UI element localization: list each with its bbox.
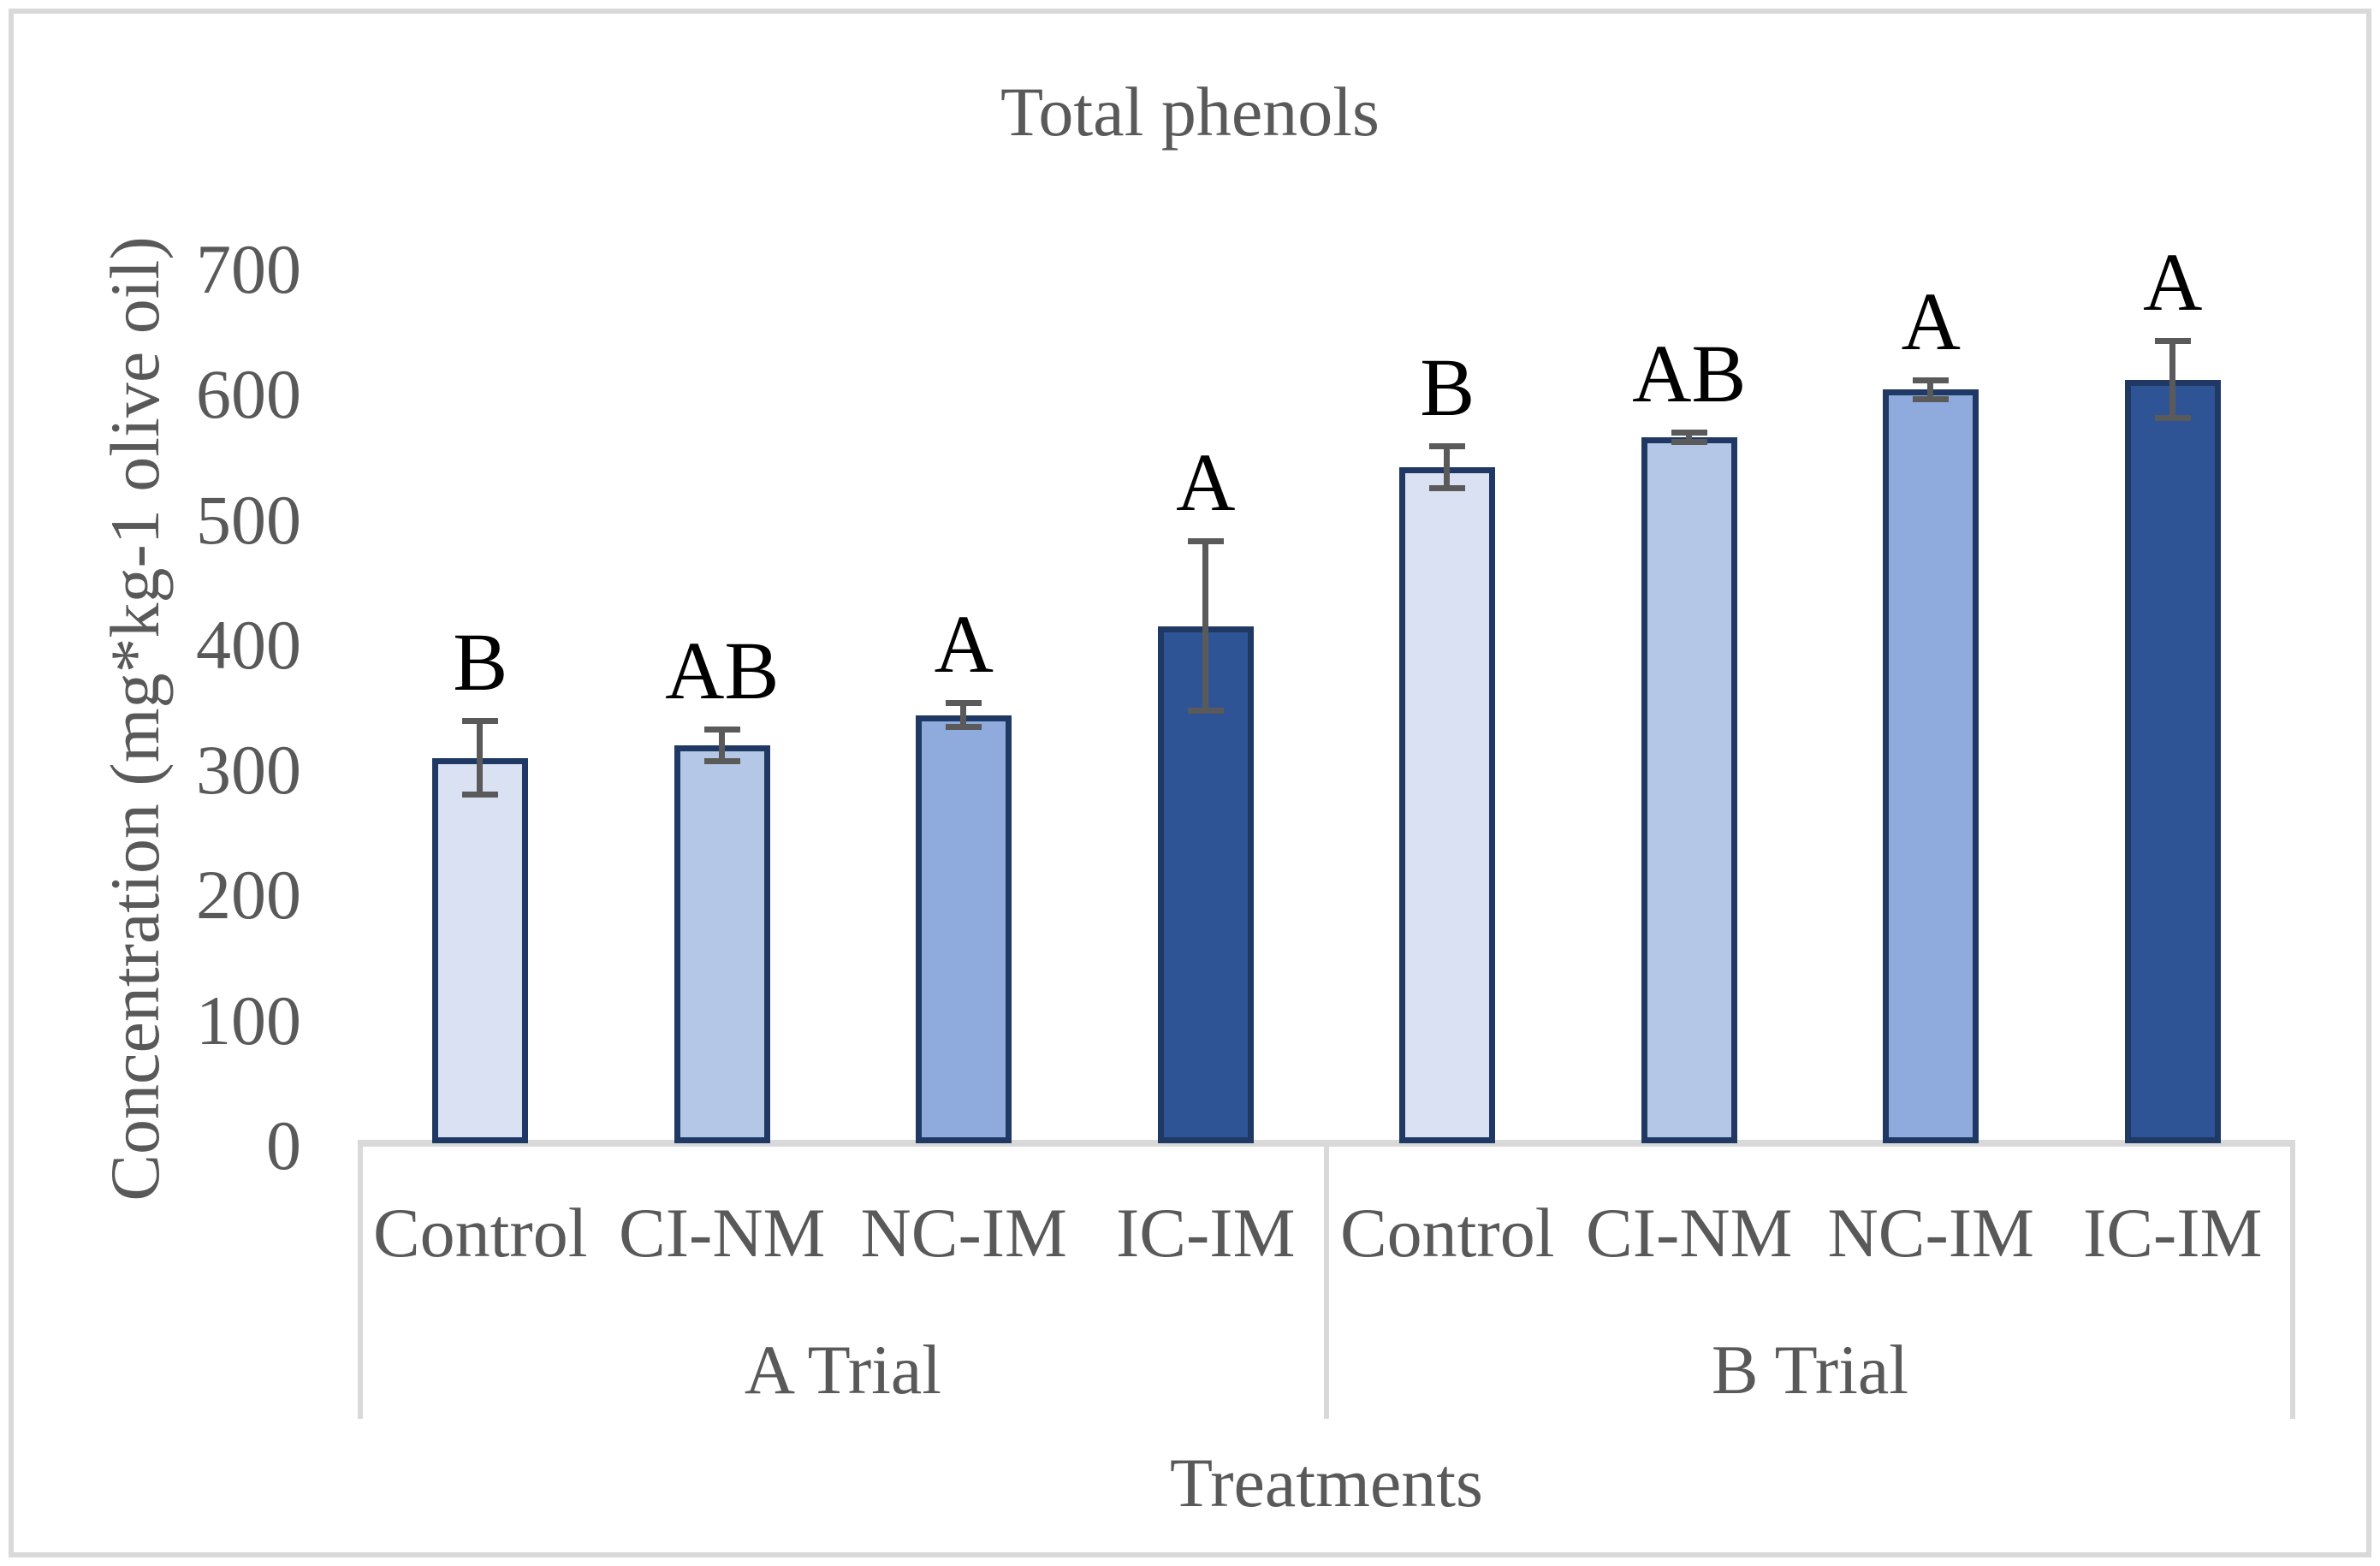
x-category-label-b-trial-ic-im: IC-IM [2082, 1194, 2263, 1272]
sig-letter-b-trial-control: B [1420, 341, 1475, 433]
y-tick-label-600: 600 [196, 355, 301, 433]
x-axis-title: Treatments [1170, 1444, 1483, 1522]
error-bar-b-trial-ic-im-bottom-cap [2154, 415, 2191, 421]
y-tick-label-0: 0 [266, 1106, 301, 1184]
table-left-line [358, 1147, 363, 1419]
x-category-label-a-trial-control: Control [372, 1194, 588, 1272]
table-right-line [2290, 1147, 2295, 1419]
error-bar-a-trial-control-bottom-cap [462, 792, 499, 798]
y-tick-label-500: 500 [196, 481, 301, 559]
bar-b-trial-ci-nm [1641, 437, 1737, 1143]
error-bar-a-trial-control [477, 721, 484, 795]
trial-group-label-a-trial: A Trial [744, 1331, 942, 1409]
error-bar-a-trial-ic-im-top-cap [1187, 538, 1224, 544]
error-bar-b-trial-control-top-cap [1429, 443, 1466, 449]
bar-b-trial-control [1399, 467, 1496, 1143]
error-bar-a-trial-nc-im-top-cap [946, 700, 982, 706]
chart-title: Total phenols [1000, 73, 1380, 151]
error-bar-a-trial-nc-im-bottom-cap [946, 724, 982, 730]
error-bar-b-trial-nc-im [1927, 380, 1934, 400]
bar-a-trial-control [432, 758, 529, 1143]
error-bar-b-trial-nc-im-bottom-cap [1913, 396, 1950, 402]
x-axis-line [358, 1140, 2295, 1147]
trial-divider-line [1324, 1147, 1329, 1419]
error-bar-a-trial-ic-im [1202, 541, 1208, 711]
error-bar-b-trial-ci-nm-top-cap [1671, 430, 1707, 436]
figure-border [9, 9, 2371, 1557]
x-category-label-a-trial-nc-im: NC-IM [860, 1194, 1067, 1272]
sig-letter-a-trial-ci-nm: AB [665, 625, 780, 716]
error-bar-a-trial-ci-nm [718, 729, 725, 762]
x-category-label-a-trial-ic-im: IC-IM [1115, 1194, 1296, 1272]
error-bar-b-trial-ic-im-top-cap [2154, 338, 2191, 344]
error-bar-b-trial-ci-nm-bottom-cap [1671, 439, 1707, 445]
bar-b-trial-nc-im [1883, 389, 1979, 1143]
sig-letter-a-trial-ic-im: A [1176, 436, 1236, 528]
y-tick-label-300: 300 [196, 731, 301, 809]
y-tick-label-400: 400 [196, 606, 301, 684]
sig-letter-b-trial-ci-nm: AB [1632, 328, 1747, 419]
y-tick-label-700: 700 [196, 230, 301, 308]
y-tick-label-100: 100 [196, 982, 301, 1059]
sig-letter-b-trial-ic-im: A [2143, 236, 2203, 328]
bar-a-trial-ci-nm [674, 745, 770, 1143]
error-bar-b-trial-nc-im-top-cap [1913, 377, 1950, 383]
error-bar-b-trial-ic-im [2169, 341, 2175, 418]
error-bar-a-trial-ic-im-bottom-cap [1187, 708, 1224, 714]
x-category-label-b-trial-control: Control [1339, 1194, 1555, 1272]
bar-a-trial-nc-im [916, 715, 1012, 1143]
y-tick-label-200: 200 [196, 856, 301, 934]
sig-letter-a-trial-control: B [453, 616, 508, 708]
x-category-label-b-trial-ci-nm: CI-NM [1586, 1194, 1793, 1272]
error-bar-a-trial-ci-nm-top-cap [703, 727, 740, 733]
bar-b-trial-ic-im [2124, 380, 2221, 1143]
error-bar-a-trial-nc-im [960, 703, 967, 727]
sig-letter-b-trial-nc-im: A [1901, 276, 1961, 367]
error-bar-a-trial-ci-nm-bottom-cap [703, 758, 740, 764]
error-bar-b-trial-control-bottom-cap [1429, 485, 1466, 491]
sig-letter-a-trial-nc-im: A [934, 598, 994, 690]
error-bar-a-trial-control-top-cap [462, 718, 499, 724]
x-category-label-a-trial-ci-nm: CI-NM [619, 1194, 826, 1272]
x-category-label-b-trial-nc-im: NC-IM [1827, 1194, 2034, 1272]
error-bar-b-trial-ci-nm [1685, 432, 1692, 442]
error-bar-b-trial-control [1444, 446, 1451, 489]
trial-group-label-b-trial: B Trial [1711, 1331, 1909, 1409]
